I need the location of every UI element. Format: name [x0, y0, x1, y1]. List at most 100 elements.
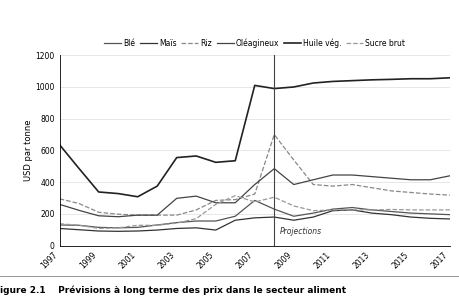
Riz	[408, 191, 414, 194]
Sucre brut	[232, 194, 238, 197]
Blé	[213, 219, 218, 223]
Riz	[96, 211, 101, 214]
Oléagineux	[310, 178, 316, 182]
Maïs	[271, 215, 277, 219]
Huile vég.	[154, 184, 160, 188]
Sucre brut	[310, 209, 316, 212]
Blé	[232, 214, 238, 218]
Maïs	[330, 209, 336, 212]
Oléagineux	[252, 183, 257, 186]
Riz	[369, 186, 375, 189]
Line: Sucre brut: Sucre brut	[60, 196, 450, 228]
Oléagineux	[96, 214, 101, 218]
Sucre brut	[350, 208, 355, 212]
Sucre brut	[193, 217, 199, 220]
Oléagineux	[135, 213, 140, 217]
Line: Maïs: Maïs	[60, 210, 450, 231]
Blé	[447, 213, 453, 216]
Sucre brut	[369, 208, 375, 212]
Sucre brut	[447, 208, 453, 212]
Oléagineux	[350, 173, 355, 177]
Riz	[271, 133, 277, 136]
Blé	[252, 199, 257, 202]
Huile vég.	[350, 79, 355, 83]
Blé	[310, 211, 316, 215]
Blé	[389, 210, 394, 213]
Sucre brut	[428, 208, 433, 212]
Oléagineux	[428, 178, 433, 182]
Oléagineux	[389, 176, 394, 180]
Maïs	[232, 218, 238, 222]
Oléagineux	[76, 208, 82, 212]
Maïs	[408, 215, 414, 219]
Maïs	[57, 227, 62, 230]
Blé	[330, 207, 336, 211]
Huile vég.	[135, 195, 140, 199]
Oléagineux	[57, 203, 62, 206]
Oléagineux	[447, 174, 453, 178]
Maïs	[213, 228, 218, 232]
Sucre brut	[408, 208, 414, 212]
Maïs	[310, 215, 316, 219]
Maïs	[96, 229, 101, 233]
Maïs	[291, 218, 297, 222]
Maïs	[174, 227, 179, 230]
Huile vég.	[193, 154, 199, 158]
Blé	[174, 221, 179, 224]
Maïs	[252, 216, 257, 220]
Blé	[350, 206, 355, 209]
Huile vég.	[96, 190, 101, 194]
Blé	[154, 223, 160, 227]
Oléagineux	[154, 213, 160, 217]
Blé	[115, 226, 121, 230]
Riz	[310, 183, 316, 186]
Huile vég.	[252, 84, 257, 87]
Line: Riz: Riz	[60, 134, 450, 215]
Sucre brut	[135, 223, 140, 227]
Riz	[57, 197, 62, 201]
Maïs	[193, 226, 199, 230]
Huile vég.	[57, 143, 62, 147]
Text: igure 2.1    Prévisions à long terme des prix dans le secteur aliment: igure 2.1 Prévisions à long terme des pr…	[0, 286, 346, 295]
Sucre brut	[154, 223, 160, 227]
Riz	[76, 202, 82, 205]
Legend: Blé, Maïs, Riz, Oléagineux, Huile vég., Sucre brut: Blé, Maïs, Riz, Oléagineux, Huile vég., …	[104, 38, 405, 48]
Maïs	[447, 217, 453, 221]
Oléagineux	[271, 167, 277, 170]
Riz	[350, 183, 355, 186]
Sucre brut	[330, 208, 336, 212]
Huile vég.	[291, 85, 297, 89]
Line: Huile vég.: Huile vég.	[60, 78, 450, 197]
Oléagineux	[330, 173, 336, 177]
Huile vég.	[213, 161, 218, 164]
Riz	[154, 213, 160, 217]
Huile vég.	[310, 81, 316, 85]
Blé	[76, 223, 82, 227]
Riz	[428, 192, 433, 196]
Y-axis label: USD par tonne: USD par tonne	[24, 120, 33, 181]
Line: Blé: Blé	[60, 200, 450, 228]
Maïs	[428, 216, 433, 220]
Maïs	[369, 211, 375, 215]
Sucre brut	[252, 200, 257, 204]
Huile vég.	[115, 192, 121, 196]
Sucre brut	[389, 208, 394, 211]
Blé	[193, 219, 199, 223]
Riz	[193, 208, 199, 212]
Maïs	[154, 228, 160, 232]
Oléagineux	[291, 183, 297, 186]
Huile vég.	[174, 156, 179, 159]
Sucre brut	[213, 203, 218, 206]
Riz	[213, 199, 218, 202]
Sucre brut	[57, 222, 62, 226]
Huile vég.	[408, 77, 414, 80]
Huile vég.	[389, 78, 394, 81]
Oléagineux	[408, 178, 414, 182]
Riz	[330, 184, 336, 188]
Maïs	[115, 230, 121, 233]
Blé	[369, 208, 375, 212]
Sucre brut	[115, 226, 121, 230]
Sucre brut	[96, 227, 101, 230]
Maïs	[350, 208, 355, 212]
Huile vég.	[76, 167, 82, 170]
